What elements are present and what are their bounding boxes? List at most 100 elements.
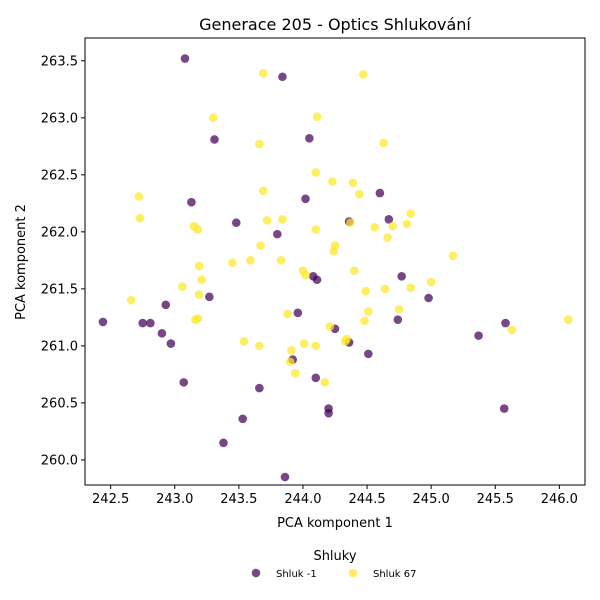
data-point [98,317,108,327]
data-point [311,373,321,383]
data-point [342,334,351,344]
data-point [293,308,303,318]
data-point [126,295,136,305]
data-point [290,368,300,378]
data-point [312,112,322,121]
y-tick-label: 260.5 [41,396,78,411]
data-point [178,282,187,291]
data-point [210,135,219,144]
legend: Shluky Shluk -1 Shluk 67 [251,549,417,580]
y-axis-label: PCA komponent 2 [14,204,29,320]
data-point [507,325,517,335]
data-point [231,218,241,228]
data-point [325,322,335,331]
data-point [193,225,203,234]
data-point [157,329,167,338]
data-point [384,215,394,224]
data-point [278,215,287,224]
y-tick-label: 261.5 [41,282,78,297]
x-axis-label: PCA komponent 1 [277,516,393,531]
data-point [134,192,144,201]
data-point [161,300,171,310]
data-point [255,383,264,393]
data-point [166,339,176,348]
data-point [355,189,364,199]
data-point [328,177,337,186]
data-point [228,258,237,267]
plot-frame [84,37,586,486]
data-point [448,251,458,261]
data-point [246,256,255,265]
data-point [361,286,371,296]
chart-title: Generace 205 - Optics Shlukování [199,15,471,34]
data-point [364,307,373,316]
data-point [278,72,287,82]
legend-items: Shluk -1 Shluk 67 [251,568,417,580]
data-point [311,168,321,177]
data-point [205,292,214,302]
data-point [329,246,339,256]
data-point [358,70,368,79]
y-tick-label: 260.0 [41,453,78,468]
data-point [273,229,282,239]
data-point [311,341,321,351]
data-point [346,218,355,228]
data-point [255,341,264,351]
x-tick-label: 243.5 [220,492,257,507]
data-point [219,438,228,448]
data-point [262,216,272,225]
series-1 [126,69,573,387]
data-point [255,139,264,149]
data-point [193,314,203,323]
data-point [138,318,147,328]
data-point [258,186,268,196]
axes: 242.5 243.0 243.5 244.0 244.5 245.0 245.5 246.0… [41,37,586,507]
data-point [402,219,412,229]
data-point [187,197,196,207]
data-points [98,54,573,482]
legend-label: Shluk 67 [373,569,417,580]
data-point [320,378,330,387]
y-tick-label: 262.5 [41,168,78,183]
data-point [276,256,286,265]
data-point [194,290,204,299]
legend-label: Shluk -1 [276,569,317,580]
data-point [238,414,247,424]
data-point [280,472,290,482]
legend-marker [348,568,358,578]
data-point [375,188,385,198]
data-point [301,194,310,204]
data-point [256,241,265,250]
data-point [394,305,404,314]
legend-marker [251,568,261,578]
x-tick-label: 246.0 [541,492,578,507]
data-point [364,349,373,359]
y-tick-label: 261.0 [41,339,78,354]
data-point [301,270,310,280]
data-point [499,404,509,413]
data-point [388,221,397,231]
x-tick-label: 244.0 [284,492,321,507]
data-point [312,275,322,285]
data-point [501,318,510,328]
data-point [383,233,392,242]
data-point [349,266,359,275]
data-point [426,277,436,287]
data-point [324,408,333,418]
data-point [379,138,389,148]
data-point [370,222,380,232]
x-tick-label: 245.0 [413,492,450,507]
data-point [406,283,415,293]
data-point [180,54,190,63]
data-point [179,378,189,387]
data-point [135,213,145,223]
data-point [197,275,206,285]
data-point [397,272,406,281]
data-point [360,316,369,326]
x-tick-label: 242.5 [92,492,129,507]
x-tick-label: 244.5 [348,492,385,507]
data-point [305,134,314,143]
data-point [311,225,321,234]
data-point [285,357,295,367]
